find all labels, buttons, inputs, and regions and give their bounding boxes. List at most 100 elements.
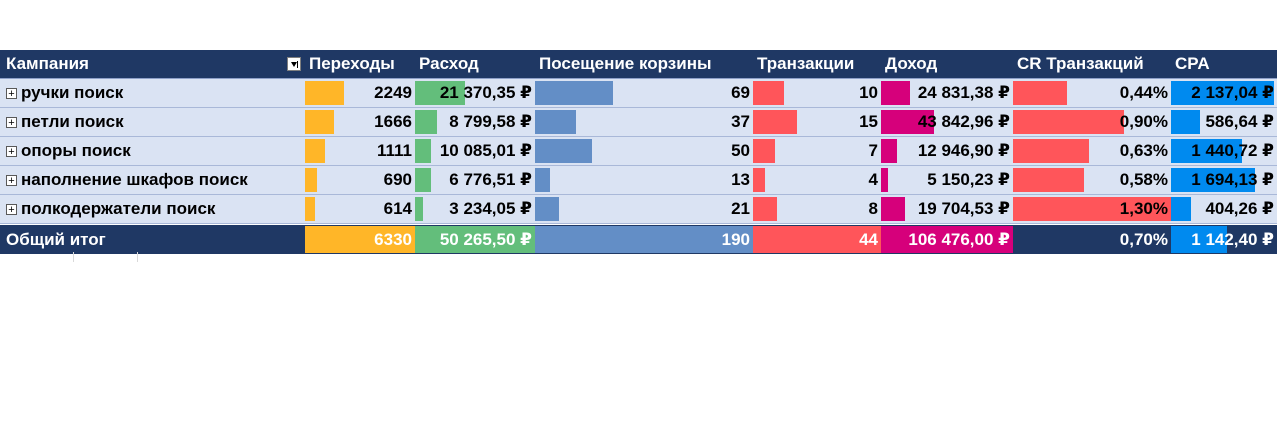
cart-visits-value: 69 (731, 83, 750, 102)
income-cell: 12 946,90 ₽ (881, 137, 1013, 165)
transitions-databar (305, 139, 325, 163)
cr-value: 0,44% (1119, 83, 1168, 102)
income-cell: 5 150,23 ₽ (881, 166, 1013, 194)
table-row[interactable]: + опоры поиск 1111 10 085,01 ₽ 50 7 12 946,90 … (0, 137, 1277, 166)
expense-databar (415, 139, 431, 163)
transitions-databar (305, 110, 334, 134)
total-income-value: 106 476,00 ₽ (908, 229, 1010, 249)
cr-value: 1,30% (1119, 199, 1168, 218)
cr-cell: 0,90% (1013, 108, 1171, 136)
cr-value: 0,90% (1119, 112, 1168, 131)
cpa-value: 2 137,04 ₽ (1191, 83, 1274, 102)
header-cr[interactable]: CR Транзакций (1017, 54, 1144, 73)
expand-plus-icon[interactable]: + (6, 203, 17, 215)
total-transactions-value: 44 (859, 229, 878, 249)
transactions-value: 10 (859, 83, 878, 102)
expand-plus-icon[interactable]: + (6, 145, 17, 157)
expand-plus-icon[interactable]: + (6, 116, 17, 128)
expense-value: 10 085,01 ₽ (439, 141, 532, 160)
cr-databar (1013, 110, 1124, 134)
campaign-name-wrap: + опоры поиск (6, 141, 131, 161)
cart-visits-cell: 50 (535, 137, 753, 165)
header-campaign-label: Кампания (6, 54, 89, 73)
transitions-cell: 690 (305, 166, 415, 194)
header-cpa[interactable]: CPA (1175, 54, 1210, 73)
expense-databar (415, 81, 466, 105)
transitions-value: 690 (383, 170, 412, 189)
cpa-databar (1171, 139, 1243, 163)
header-cart-visits[interactable]: Посещение корзины (539, 54, 712, 73)
filter-dropdown-icon[interactable] (287, 57, 301, 71)
campaign-cell[interactable]: + наполнение шкафов поиск (0, 166, 305, 194)
transactions-value: 8 (868, 199, 878, 218)
transactions-databar (753, 197, 778, 221)
cart-visits-value: 13 (731, 170, 750, 189)
header-income[interactable]: Доход (885, 54, 938, 73)
transactions-databar (753, 110, 797, 134)
campaign-cell[interactable]: + ручки поиск (0, 79, 305, 107)
expense-cell: 21 370,35 ₽ (415, 79, 535, 107)
cpa-cell: 1 440,72 ₽ (1171, 137, 1277, 165)
total-cr-value: 0,70% (1119, 229, 1168, 249)
total-transactions: 44 (753, 225, 881, 254)
total-income: 106 476,00 ₽ (881, 225, 1013, 254)
income-cell: 43 842,96 ₽ (881, 108, 1013, 136)
cart-visits-value: 37 (731, 112, 750, 131)
campaign-name-wrap: + полкодержатели поиск (6, 199, 215, 219)
cr-cell: 1,30% (1013, 195, 1171, 223)
income-databar (881, 139, 897, 163)
campaign-cell[interactable]: + полкодержатели поиск (0, 195, 305, 223)
cart-visits-cell: 13 (535, 166, 753, 194)
total-cart-visits-bar (535, 226, 753, 253)
total-cpa: 1 142,40 ₽ (1171, 225, 1277, 254)
total-transitions-bar (305, 226, 415, 253)
income-cell: 24 831,38 ₽ (881, 79, 1013, 107)
header-transitions[interactable]: Переходы (309, 54, 395, 73)
income-databar (881, 168, 888, 192)
cpa-value: 586,64 ₽ (1205, 112, 1274, 131)
transactions-cell: 15 (753, 108, 881, 136)
header-expense[interactable]: Расход (419, 54, 479, 73)
campaign-cell[interactable]: + петли поиск (0, 108, 305, 136)
header-transactions[interactable]: Транзакции (757, 54, 855, 73)
total-cpa-bar (1171, 226, 1228, 253)
transactions-cell: 7 (753, 137, 881, 165)
campaign-name: ручки поиск (21, 83, 124, 102)
total-cr: 0,70% (1013, 225, 1171, 254)
table-row[interactable]: + полкодержатели поиск 614 3 234,05 ₽ 21 8 19 … (0, 195, 1277, 224)
expand-plus-icon[interactable]: + (6, 174, 17, 186)
cpa-value: 404,26 ₽ (1205, 199, 1274, 218)
data-rows: + ручки поиск 2249 21 370,35 ₽ 69 10 24 831,38… (0, 79, 1277, 224)
table-row[interactable]: + петли поиск 1666 8 799,58 ₽ 37 15 43 842,96 … (0, 108, 1277, 137)
expense-cell: 3 234,05 ₽ (415, 195, 535, 223)
table-row[interactable]: + ручки поиск 2249 21 370,35 ₽ 69 10 24 831,38… (0, 79, 1277, 108)
table-row[interactable]: + наполнение шкафов поиск 690 6 776,51 ₽ 13 4… (0, 166, 1277, 195)
income-value: 19 704,53 ₽ (917, 199, 1010, 218)
cart-visits-value: 21 (731, 199, 750, 218)
cpa-databar (1171, 168, 1255, 192)
cart-visits-cell: 21 (535, 195, 753, 223)
income-value: 5 150,23 ₽ (927, 170, 1010, 189)
cart-visits-value: 50 (731, 141, 750, 160)
campaign-name: наполнение шкафов поиск (21, 170, 248, 189)
cpa-databar (1171, 197, 1192, 221)
transitions-cell: 1111 (305, 137, 415, 165)
total-expense: 50 265,50 ₽ (415, 225, 535, 254)
header-campaign[interactable]: Кампания (0, 50, 305, 78)
campaign-name-wrap: + ручки поиск (6, 83, 123, 103)
expense-value: 6 776,51 ₽ (449, 170, 532, 189)
grid-line (73, 252, 74, 262)
transitions-databar (305, 168, 318, 192)
cart-visits-cell: 37 (535, 108, 753, 136)
expense-cell: 6 776,51 ₽ (415, 166, 535, 194)
income-value: 43 842,96 ₽ (917, 112, 1010, 131)
expand-plus-icon[interactable]: + (6, 87, 17, 99)
total-income-bar (881, 226, 1013, 253)
campaign-cell[interactable]: + опоры поиск (0, 137, 305, 165)
cr-databar (1013, 197, 1171, 221)
transitions-cell: 2249 (305, 79, 415, 107)
cpa-cell: 404,26 ₽ (1171, 195, 1277, 223)
transactions-cell: 10 (753, 79, 881, 107)
total-row[interactable]: Общий итог 6330 50 265,50 ₽ 190 44 106 4… (0, 224, 1277, 254)
total-cart-visits: 190 (535, 225, 753, 254)
